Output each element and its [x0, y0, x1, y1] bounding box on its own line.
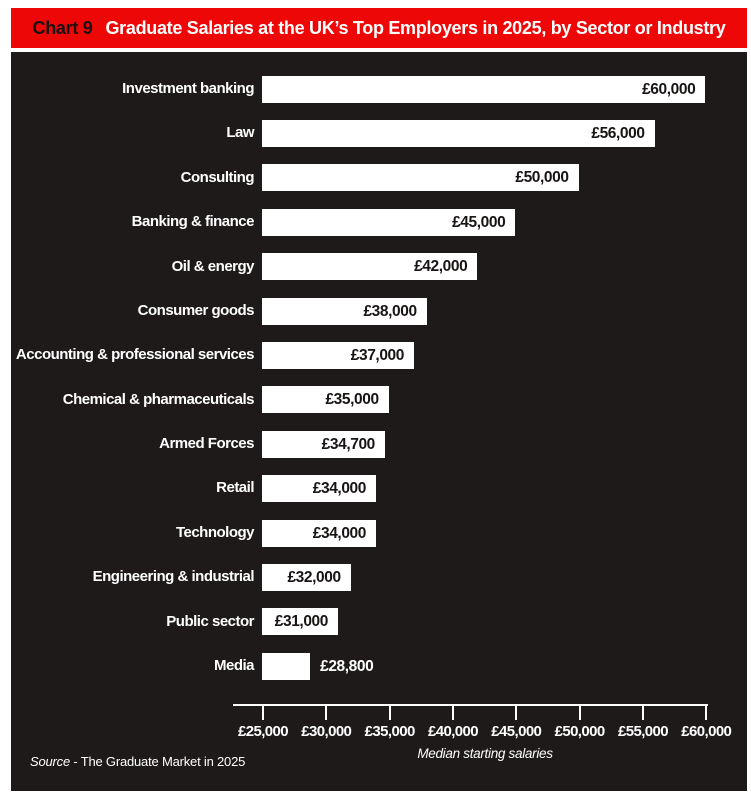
category-label: Oil & energy	[171, 257, 255, 275]
bar	[262, 253, 478, 281]
bar	[262, 519, 376, 547]
category-label: Banking & finance	[131, 213, 255, 231]
bar	[262, 652, 311, 680]
axis-tick-label: £50,000	[554, 723, 606, 740]
bar-track: £35,000	[262, 386, 747, 414]
category-label: Chemical & pharmaceuticals	[62, 390, 255, 408]
bar	[262, 430, 385, 458]
x-axis-title: Median starting salaries	[417, 746, 553, 761]
chart-title: Graduate Salaries at the UK’s Top Employ…	[105, 17, 726, 38]
bar-track: £34,700	[262, 430, 747, 458]
bar-track: £28,800	[262, 652, 747, 680]
bar-row: Armed Forces £34,700	[11, 422, 747, 466]
value-label: £60,000	[642, 80, 696, 98]
bar-row: Chemical & pharmaceuticals £35,000	[11, 378, 747, 422]
category-label: Investment banking	[122, 79, 254, 97]
axis-tick-label: £60,000	[681, 723, 732, 740]
bar-row: Oil & energy £42,000	[11, 245, 747, 289]
value-label: £34,000	[312, 524, 367, 542]
bar	[262, 297, 427, 325]
bar-track: £56,000	[262, 120, 747, 148]
chart-header-banner: Chart 9 Graduate Salaries at the UK’s To…	[11, 8, 747, 48]
bar-track: £42,000	[262, 253, 747, 281]
value-label: £37,000	[350, 347, 405, 365]
axis-tick-label: £25,000	[237, 723, 289, 740]
bar-row: Accounting & professional services £37,0…	[11, 333, 747, 377]
value-label: £32,000	[287, 568, 341, 586]
bar-row: Investment banking £60,000	[11, 67, 747, 111]
bar-rows: Investment banking £60,000 Law £56,000 C…	[11, 67, 747, 688]
bar-track: £50,000	[262, 164, 747, 192]
bar-row: Media £28,800	[11, 644, 747, 688]
bar	[262, 164, 579, 192]
value-label: £34,700	[321, 435, 376, 453]
axis-tick-label: £35,000	[364, 723, 416, 740]
bar-track: £37,000	[262, 342, 747, 370]
axis-tick	[262, 704, 264, 720]
axis-tick	[325, 704, 328, 720]
source-text: - The Graduate Market in 2025	[70, 754, 246, 769]
axis-tick-label: £30,000	[301, 723, 352, 740]
bar-track: £31,000	[262, 608, 747, 636]
chart-number: Chart 9	[32, 17, 93, 38]
bar-track: £38,000	[262, 297, 747, 325]
value-label: £35,000	[325, 391, 379, 409]
axis-tick	[642, 704, 644, 720]
axis-tick	[705, 704, 708, 720]
x-axis-line	[233, 704, 708, 706]
bar-row: Public sector £31,000	[11, 600, 747, 644]
bar	[262, 475, 376, 503]
category-label: Public sector	[166, 612, 254, 630]
bar	[262, 342, 414, 370]
axis-tick-label: £40,000	[427, 723, 479, 740]
bar-row: Engineering & industrial £32,000	[11, 555, 747, 599]
axis-tick	[452, 704, 454, 720]
category-label: Consumer goods	[137, 301, 255, 319]
axis-tick-label: £45,000	[491, 723, 542, 740]
bar	[262, 608, 338, 636]
value-label: £28,800	[320, 657, 374, 675]
source-note: Source - The Graduate Market in 2025	[30, 754, 245, 769]
value-label: £31,000	[274, 613, 329, 631]
bar-row: Consumer goods £38,000	[11, 289, 747, 333]
bar	[262, 75, 706, 103]
value-label: £50,000	[515, 169, 569, 187]
bar-row: Law £56,000	[11, 111, 747, 155]
bar-row: Banking & finance £45,000	[11, 200, 747, 244]
category-label: Technology	[175, 523, 255, 541]
axis-tick	[515, 704, 518, 720]
category-label: Engineering & industrial	[92, 568, 255, 586]
value-label: £34,000	[312, 480, 367, 498]
bar	[262, 120, 655, 148]
value-label: £45,000	[452, 213, 506, 231]
category-label: Accounting & professional services	[15, 346, 255, 364]
bar-row: Technology £34,000	[11, 511, 747, 555]
bar-row: Consulting £50,000	[11, 156, 747, 200]
value-label: £42,000	[414, 258, 468, 276]
category-label: Armed Forces	[159, 435, 254, 453]
bar-track: £45,000	[262, 208, 747, 236]
value-label: £56,000	[591, 125, 645, 143]
bar-track: £32,000	[262, 563, 747, 591]
chart-panel: Investment banking £60,000 Law £56,000 C…	[11, 52, 747, 791]
category-label: Consulting	[180, 168, 255, 186]
category-label: Law	[226, 124, 254, 142]
category-label: Media	[213, 657, 255, 675]
axis-tick	[388, 704, 391, 720]
value-label: £38,000	[363, 302, 417, 320]
bar	[262, 563, 351, 591]
bar-track: £60,000	[262, 75, 747, 103]
bar-track: £34,000	[262, 475, 747, 503]
axis-tick	[578, 704, 581, 720]
bar-row: Retail £34,000	[11, 467, 747, 511]
bar	[262, 208, 516, 236]
bar	[262, 386, 389, 414]
source-prefix: Source	[30, 754, 70, 769]
axis-tick-label: £55,000	[617, 723, 669, 740]
category-label: Retail	[216, 479, 254, 497]
bar-track: £34,000	[262, 519, 747, 547]
